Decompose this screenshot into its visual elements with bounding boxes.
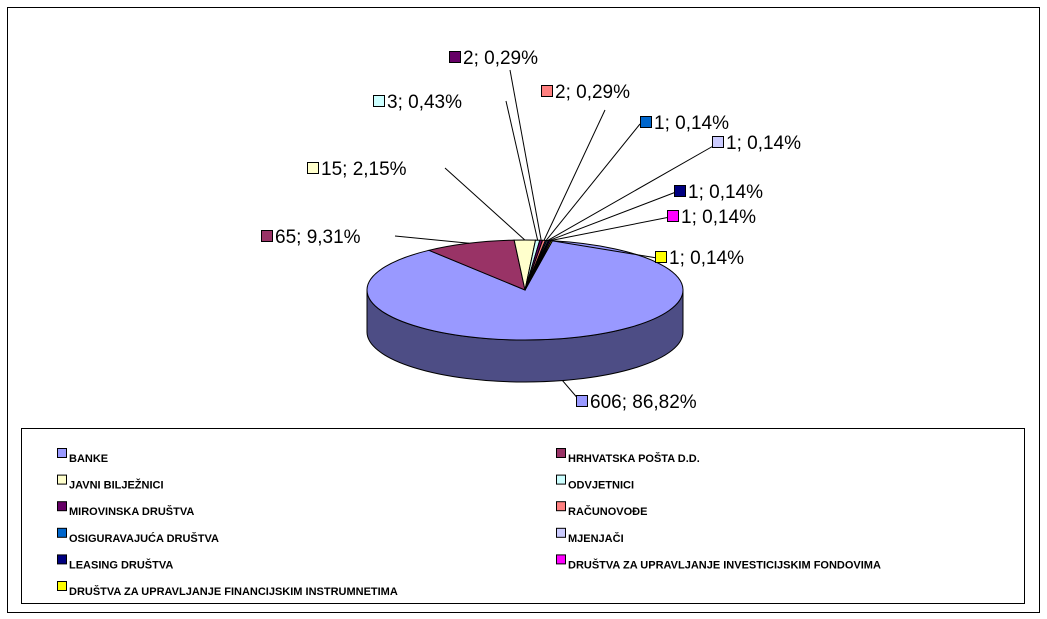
legend-frame [21,428,1025,604]
leader-line [394,235,470,244]
legend-label: RAČUNOVOĐE [568,505,647,518]
legend-label: HRHVATSKA POŠTA D.D. [568,452,700,465]
legend-swatch [57,501,67,512]
legend-label: ODVJETNICI [568,480,634,492]
data-label: 15; 2,15% [321,159,407,180]
data-label: 1; 0,14% [669,248,744,269]
label-swatch [655,251,667,263]
label-swatch [261,230,273,242]
data-label: 1; 0,14% [654,113,729,134]
data-label: 65; 9,31% [275,227,361,248]
leader-line [545,123,641,241]
leader-line [543,109,606,241]
data-label: 2; 0,29% [463,48,538,69]
data-label: 2; 0,29% [555,82,630,103]
legend-swatch [556,501,566,512]
label-swatch [640,116,652,128]
legend-swatch [57,554,67,565]
legend-swatch [57,448,67,458]
label-swatch [541,85,553,97]
legend-label: DRUŠTVA ZA UPRAVLJANJE INVESTICIJSKIM FO… [568,558,881,571]
legend-label: MJENJAČI [568,532,624,545]
leader-line [444,167,526,241]
legend-swatch [556,554,566,565]
legend-label: JAVNI BILJEŽNICI [69,479,164,492]
legend-label: OSIGURAVAJUĆA DRUŠTVA [69,532,219,545]
pie-slice [427,239,526,291]
label-swatch [307,162,319,174]
data-label: 1; 0,14% [681,207,756,228]
leader-line [551,240,658,259]
legend-label: MIROVINSKA DRUŠTVA [69,505,194,518]
legend-swatch [57,581,67,591]
data-label: 3; 0,43% [387,92,462,113]
data-label: 1; 0,14% [726,133,801,154]
label-swatch [373,95,385,107]
leader-line [547,144,716,241]
data-label: 606; 86,82% [590,392,697,413]
leader-line [505,100,539,241]
label-swatch [449,51,461,63]
legend-swatch [556,527,566,538]
legend-swatch [57,527,67,538]
label-swatch [712,136,724,148]
legend-swatch [556,474,566,485]
label-swatch [576,395,588,407]
legend-swatch [57,474,67,485]
leader-line [509,69,542,241]
legend-label: BANKE [69,453,108,465]
legend-label: DRUŠTVA ZA UPRAVLJANJE FINANCIJSKIM INST… [69,585,398,598]
leader-line [550,216,671,242]
leader-line [548,191,677,242]
data-label: 1; 0,14% [688,182,763,203]
label-swatch [667,210,679,222]
legend-label: LEASING DRUŠTVA [69,558,173,571]
legend-swatch [556,448,566,458]
label-swatch [674,185,686,197]
